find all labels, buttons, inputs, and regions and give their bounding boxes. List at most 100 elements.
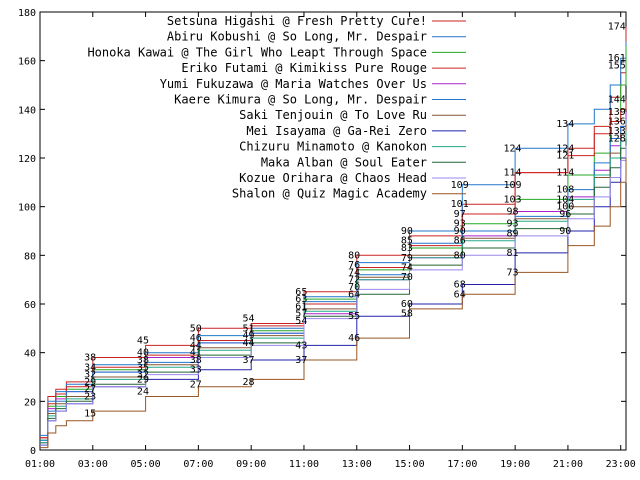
series-line-11	[40, 145, 627, 446]
data-label: 89	[506, 228, 518, 239]
data-label: 70	[401, 272, 413, 283]
legend-label: Maka Alban @ Soul Eater	[261, 155, 427, 169]
data-label: 44	[190, 340, 202, 351]
data-label: 139	[608, 107, 626, 118]
data-label: 108	[556, 185, 574, 196]
legend-label: Chizuru Minamoto @ Kanokon	[239, 140, 427, 154]
data-label: 34	[84, 362, 96, 373]
x-tick-label: 05:00	[131, 459, 161, 470]
data-label: 64	[454, 289, 466, 300]
data-label: 133	[608, 126, 626, 137]
y-tick-label: 140	[18, 105, 36, 116]
data-label: 38	[190, 355, 202, 366]
data-label: 61	[295, 301, 307, 312]
x-tick-label: 23:00	[606, 459, 636, 470]
data-label: 100	[556, 202, 574, 213]
plot-frame	[39, 11, 627, 451]
data-label: 43	[295, 340, 307, 351]
x-tick-label: 09:00	[236, 459, 266, 470]
legend-label: Saki Tenjouin @ To Love Ru	[239, 108, 427, 122]
data-label: 74	[401, 263, 413, 274]
data-label: 51	[243, 323, 255, 334]
data-label: 33	[190, 365, 202, 376]
data-label: 83	[401, 243, 413, 254]
data-label: 90	[401, 226, 413, 237]
data-label: 32	[137, 370, 149, 381]
legend-label: Setsuna Higashi @ Fresh Pretty Cure!	[167, 14, 427, 28]
y-tick-label: 0	[30, 446, 36, 457]
data-label: 128	[608, 134, 626, 145]
y-tick-label: 40	[24, 349, 36, 360]
data-label: 80	[454, 250, 466, 261]
legend: Setsuna Higashi @ Fresh Pretty Cure! Abir…	[87, 14, 466, 201]
data-label: 46	[190, 333, 202, 344]
data-label: 103	[503, 194, 521, 205]
data-label: 93	[454, 219, 466, 230]
legend-label: Eriko Futami @ Kimikiss Pure Rouge	[181, 61, 427, 75]
data-label: 174	[608, 22, 626, 33]
data-label: 49	[243, 331, 255, 342]
data-label: 76	[348, 260, 360, 271]
x-tick-label: 07:00	[183, 459, 213, 470]
legend-label: Mei Isayama @ Ga-Rei Zero	[246, 124, 427, 138]
x-tick-label: 15:00	[394, 459, 424, 470]
data-label: 124	[503, 143, 521, 154]
data-label: 60	[401, 299, 413, 310]
data-label: 90	[559, 226, 571, 237]
data-label: 63	[295, 294, 307, 305]
data-label: 79	[401, 253, 413, 264]
data-label: 90	[454, 226, 466, 237]
x-tick-label: 01:00	[25, 459, 55, 470]
data-label: 54	[243, 314, 255, 325]
data-label: 93	[506, 219, 518, 230]
data-label: 104	[556, 194, 574, 205]
x-tick-label: 21:00	[553, 459, 583, 470]
data-label: 144	[608, 95, 626, 106]
x-tick-label: 13:00	[342, 459, 372, 470]
data-label: 57	[295, 309, 307, 320]
data-label: 50	[190, 323, 202, 334]
legend-label: Honoka Kawai @ The Girl Who Leapt Throug…	[87, 45, 427, 59]
data-label: 68	[454, 280, 466, 291]
data-label: 28	[243, 377, 255, 388]
data-label: 114	[556, 168, 574, 179]
data-label: 32	[84, 370, 96, 381]
y-tick-label: 180	[18, 8, 36, 19]
data-label: 46	[348, 333, 360, 344]
axes: 0 20 40 60 80 100 120 140 160 180 01:00 03:00 05:00 0…	[18, 8, 636, 470]
legend-label: Kozue Orihara @ Chaos Head	[239, 171, 427, 185]
data-label: 109	[503, 180, 521, 191]
data-label: 27	[84, 384, 96, 395]
data-label: 70	[348, 282, 360, 293]
data-label: 101	[451, 199, 469, 210]
data-label: 38	[84, 353, 96, 364]
data-label: 74	[348, 267, 360, 278]
data-label: 41	[190, 348, 202, 359]
data-label: 124	[556, 143, 574, 154]
y-tick-label: 120	[18, 154, 36, 165]
data-label: 121	[556, 151, 574, 162]
data-label: 97	[454, 209, 466, 220]
data-label: 85	[401, 236, 413, 247]
data-label: 136	[608, 117, 626, 128]
data-label: 80	[348, 250, 360, 261]
data-label: 155	[608, 61, 626, 72]
data-label: 35	[137, 362, 149, 373]
y-tick-label: 100	[18, 203, 36, 214]
data-label: 161	[608, 53, 626, 64]
series-line-12	[40, 158, 627, 449]
data-label: 45	[137, 336, 149, 347]
data-label: 81	[506, 248, 518, 259]
y-tick-label: 160	[18, 57, 36, 68]
legend-label: Abiru Kobushi @ So Long, Mr. Despair	[167, 30, 427, 44]
data-label: 15	[84, 409, 96, 420]
x-tick-label: 19:00	[500, 459, 530, 470]
x-tick-label: 11:00	[289, 459, 319, 470]
y-tick-label: 60	[24, 300, 36, 311]
data-label: 72	[348, 275, 360, 286]
data-label: 114	[503, 168, 521, 179]
data-label: 27	[190, 379, 202, 390]
legend-label: Kaere Kimura @ So Long, Mr. Despair	[174, 93, 427, 107]
y-tick-label: 20	[24, 397, 36, 408]
x-tick-label: 17:00	[447, 459, 477, 470]
